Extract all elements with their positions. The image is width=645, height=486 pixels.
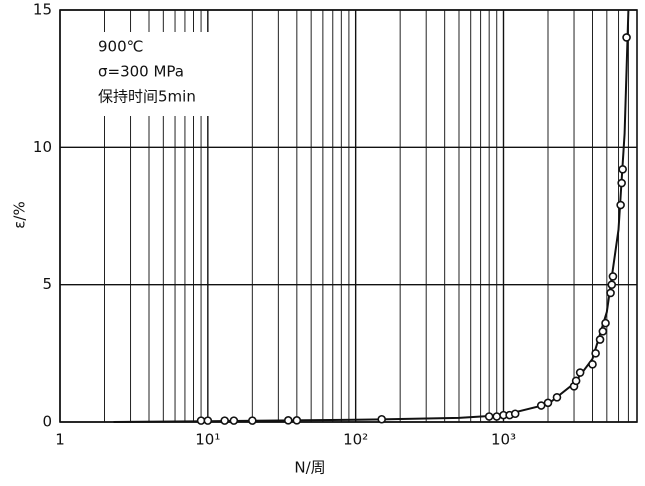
y-axis-label: ε/% xyxy=(11,201,29,228)
y-tick-label: 5 xyxy=(42,275,52,293)
data-point xyxy=(510,409,520,419)
x-axis-label: N/周 xyxy=(294,459,325,477)
annotation: 保持时间5min xyxy=(98,88,196,106)
data-point xyxy=(595,335,605,344)
data-point xyxy=(543,398,553,408)
data-point xyxy=(536,401,546,410)
y-tick-label: 15 xyxy=(33,1,52,19)
data-point xyxy=(229,416,239,425)
data-point xyxy=(292,416,302,425)
data-point xyxy=(196,416,206,425)
annotation: σ=300 MPa xyxy=(98,63,184,81)
y-tick-label: 10 xyxy=(33,138,52,156)
fit-curve xyxy=(113,9,630,423)
annotation-box xyxy=(92,32,242,116)
data-point xyxy=(608,272,618,281)
data-point xyxy=(617,178,626,188)
data-point xyxy=(283,416,293,425)
data-point xyxy=(552,392,562,402)
data-point xyxy=(601,318,610,328)
data-point xyxy=(377,414,386,424)
data-point xyxy=(606,288,615,298)
plot-frame xyxy=(59,9,638,423)
y-tick-label: 0 xyxy=(42,413,52,431)
data-point xyxy=(598,327,608,336)
data-point xyxy=(616,200,625,210)
data-point xyxy=(248,416,257,425)
data-point xyxy=(607,280,617,289)
data-point xyxy=(622,33,631,42)
data-point xyxy=(591,349,600,358)
x-tick-label: 10¹ xyxy=(195,431,220,449)
data-point xyxy=(618,165,627,174)
data-point xyxy=(571,376,581,386)
x-tick-label: 10² xyxy=(343,431,368,449)
data-point xyxy=(203,416,213,425)
data-point xyxy=(588,360,597,369)
data-point xyxy=(484,412,494,421)
data-point xyxy=(492,412,502,421)
annotation: 900℃ xyxy=(98,38,143,56)
x-tick-label: 1 xyxy=(55,431,65,449)
data-point xyxy=(220,416,229,425)
x-tick-label: 10³ xyxy=(491,431,516,449)
data-point xyxy=(575,368,585,377)
